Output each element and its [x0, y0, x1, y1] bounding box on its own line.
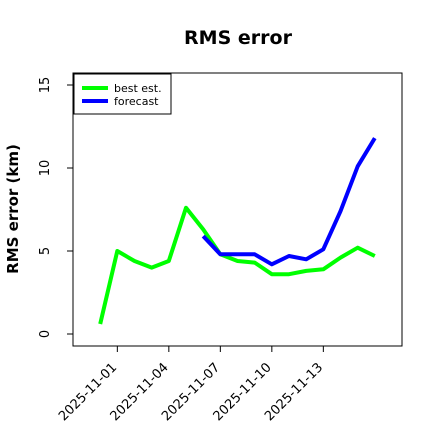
legend-box [73, 73, 172, 115]
x-axis: 2025-11-012025-11-042025-11-072025-11-10… [56, 346, 326, 424]
legend: best est. forecast [73, 73, 172, 115]
y-tick-label: 5 [38, 247, 53, 255]
series-line-best-est [98, 205, 376, 325]
chart-title: RMS error [184, 27, 293, 49]
series-line-forecast [201, 137, 377, 267]
y-tick-label: 0 [38, 330, 53, 338]
legend-label-best-est: best est. [114, 82, 162, 95]
plot-area-frame [72, 72, 403, 347]
y-tick-label: 10 [38, 160, 53, 177]
series-layer [98, 137, 377, 325]
y-axis-label: RMS error (km) [4, 144, 22, 274]
legend-label-forecast: forecast [114, 95, 159, 108]
y-tick-label: 15 [38, 77, 53, 94]
y-axis: 0 5 10 15 [38, 77, 73, 338]
